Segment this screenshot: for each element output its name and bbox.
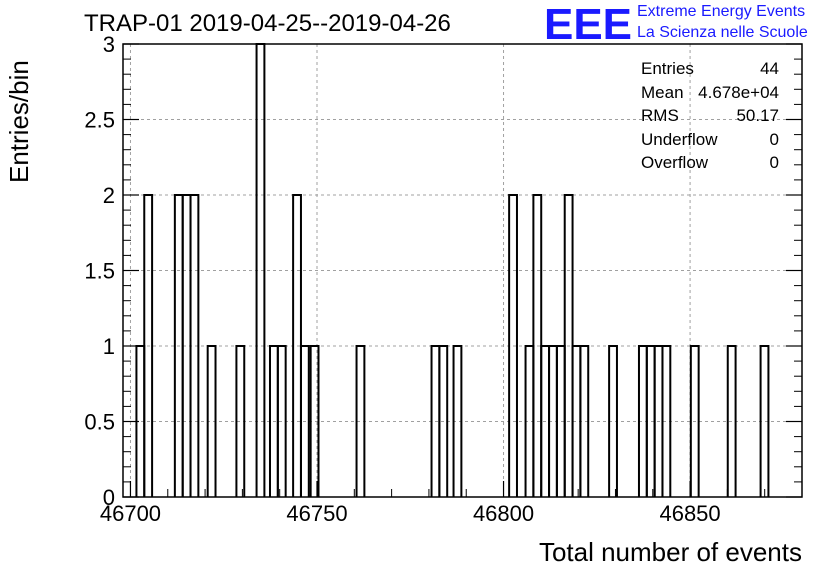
- histogram-bin: [438, 345, 449, 497]
- stats-key: Overflow: [641, 153, 709, 172]
- brand-line-1: Extreme Energy Events: [637, 3, 806, 20]
- y-tick-label: 0: [103, 485, 115, 510]
- histogram-bin: [143, 194, 154, 497]
- stats-row-underflow: Underflow 0: [641, 130, 779, 154]
- histogram-bin: [276, 345, 287, 497]
- histogram-bin: [608, 345, 618, 497]
- y-tick-label: 1.5: [84, 259, 115, 284]
- stats-value: 50.17: [736, 106, 779, 125]
- y-axis-label: Entries/bin: [4, 60, 34, 183]
- chart-title: TRAP-01 2019-04-25--2019-04-26: [84, 10, 451, 37]
- eee-logo-text: EEE: [544, 2, 632, 42]
- x-tick-label: 46800: [473, 501, 534, 526]
- histogram-bin: [299, 345, 310, 497]
- y-tick-label: 2: [103, 183, 115, 208]
- y-tick-label: 2.5: [84, 108, 115, 133]
- histogram-bin: [726, 345, 737, 497]
- stats-value: 0: [769, 153, 779, 172]
- histogram-bin: [508, 194, 518, 497]
- stats-row-rms: RMS 50.17: [641, 106, 779, 130]
- stats-value: 0: [769, 129, 779, 149]
- x-tick-label: 46700: [100, 501, 161, 526]
- stats-key: Entries: [641, 59, 694, 78]
- x-axis-label: Total number of events: [538, 537, 802, 567]
- stats-value: 44: [760, 59, 779, 78]
- histogram-bin: [355, 345, 366, 497]
- stats-key: Underflow: [641, 129, 718, 149]
- histogram-bin: [579, 345, 590, 497]
- eee-logo: EEE: [544, 2, 632, 42]
- histogram-bin: [309, 345, 320, 497]
- histogram-bin: [452, 345, 463, 497]
- stats-value: 4.678e+04: [698, 82, 779, 102]
- y-tick-label: 0.5: [84, 410, 115, 435]
- stats-key: RMS: [641, 106, 679, 125]
- brand-line-2: La Scienza nelle Scuole: [637, 24, 808, 41]
- stats-row-entries: Entries 44: [641, 59, 779, 83]
- stats-row-mean: Mean 4.678e+04: [641, 83, 779, 107]
- stats-box: Entries 44 Mean 4.678e+04 RMS 50.17 Unde…: [641, 59, 779, 177]
- histogram-bin: [759, 345, 770, 497]
- stats-row-overflow: Overflow 0: [641, 153, 779, 177]
- histogram-bin: [206, 345, 217, 497]
- x-tick-label: 46850: [659, 501, 720, 526]
- stats-key: Mean: [641, 82, 684, 102]
- histogram-bin: [189, 194, 200, 497]
- y-tick-label: 3: [103, 32, 115, 57]
- x-tick-label: 46750: [286, 501, 347, 526]
- histogram-bin: [661, 345, 672, 497]
- histogram-bin: [235, 345, 246, 497]
- histogram-bin: [689, 345, 700, 497]
- y-tick-label: 1: [103, 334, 115, 359]
